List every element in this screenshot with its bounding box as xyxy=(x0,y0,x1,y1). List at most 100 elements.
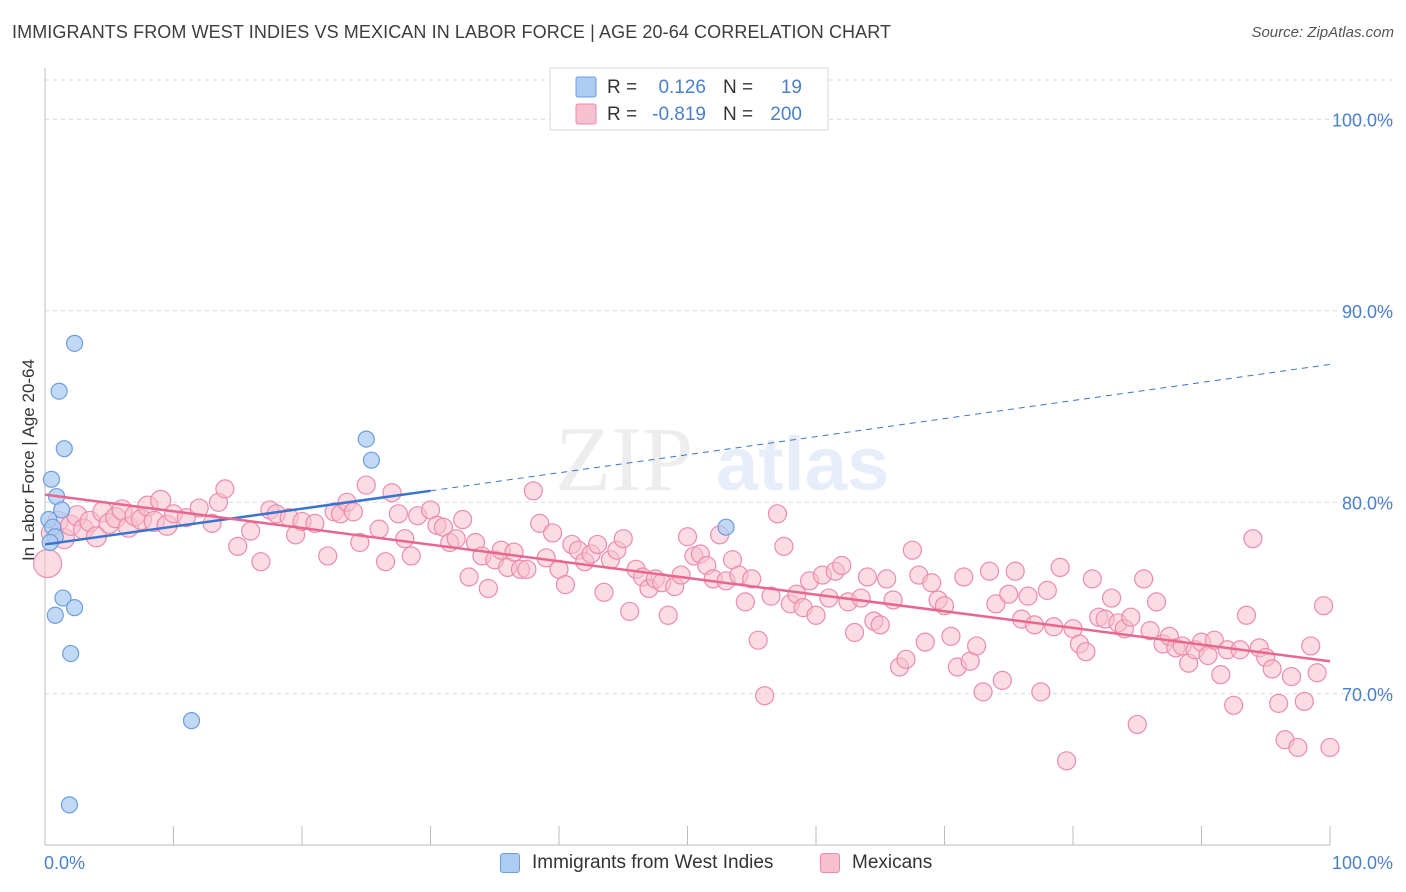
legend-r-value-1: 0.126 xyxy=(658,77,706,98)
mexicans-point xyxy=(215,479,235,499)
mexicans-points xyxy=(32,475,1340,771)
mexicans-point xyxy=(388,504,408,524)
mexicans-point xyxy=(1005,561,1025,581)
mexicans-point xyxy=(1307,663,1327,683)
mexicans-point xyxy=(459,567,479,587)
legend-n-label-1: N = xyxy=(723,77,753,98)
mexicans-point xyxy=(523,481,543,501)
mexicans-point xyxy=(877,569,897,589)
mexicans-point xyxy=(754,686,775,706)
mexicans-point xyxy=(1146,592,1167,612)
legend-label-west-indies: Immigrants from West Indies xyxy=(532,852,774,873)
mexicans-point xyxy=(1301,636,1321,656)
legend-swatch-pink xyxy=(575,103,597,125)
mexicans-point xyxy=(587,534,608,555)
mexicans-point xyxy=(1134,569,1154,589)
mexicans-point xyxy=(851,588,871,608)
mexicans-point xyxy=(446,529,466,549)
legend-swatch-blue xyxy=(575,76,597,98)
mexicans-point xyxy=(992,670,1012,690)
mexicans-point xyxy=(832,555,852,576)
mexicans-point xyxy=(967,636,987,656)
mexicans-point xyxy=(189,498,209,518)
west-indies-trend-extension xyxy=(430,363,1331,492)
mexicans-point xyxy=(677,527,698,547)
west-indies-point xyxy=(362,451,380,469)
mexicans-point xyxy=(1281,666,1302,687)
mexicans-point xyxy=(658,605,678,625)
bottom-legend: Immigrants from West Indies Mexicans xyxy=(0,850,1406,880)
legend-item-mexicans: Mexicans xyxy=(820,852,932,874)
mexicans-point xyxy=(555,575,576,595)
y-tick-label: 100.0% xyxy=(1332,110,1393,130)
mexicans-point xyxy=(973,682,993,702)
mexicans-point xyxy=(504,542,524,562)
mexicans-point xyxy=(896,649,916,669)
x-tick-label-max: 100.0% xyxy=(1332,853,1393,873)
mexicans-point xyxy=(1268,693,1289,713)
mexicans-point xyxy=(954,567,974,587)
mexicans-point xyxy=(1127,714,1147,735)
mexicans-point xyxy=(251,552,271,572)
west-indies-point xyxy=(53,501,71,519)
mexicans-point xyxy=(1121,607,1141,627)
mexicans-point xyxy=(478,578,498,599)
legend-swatch-mexicans xyxy=(820,853,840,873)
source-credit: Source: ZipAtlas.com xyxy=(1251,24,1394,41)
mexicans-point xyxy=(1037,580,1057,600)
mexicans-point xyxy=(1313,596,1334,616)
mexicans-point xyxy=(870,615,890,635)
watermark-zip: ZIP xyxy=(555,408,693,510)
mexicans-point xyxy=(1288,737,1308,758)
mexicans-point xyxy=(742,569,762,589)
mexicans-point xyxy=(999,584,1019,604)
mexicans-point xyxy=(620,601,640,622)
mexicans-trend-line xyxy=(44,493,1331,663)
west-indies-point xyxy=(46,606,64,624)
mexicans-point xyxy=(382,483,402,503)
mexicans-point xyxy=(530,513,550,533)
mexicans-point xyxy=(1243,529,1263,549)
legend-box: R = 0.126 N = 19 R = -0.819 N = 200 xyxy=(549,67,829,131)
mexicans-point xyxy=(1101,588,1122,608)
mexicans-point xyxy=(902,540,922,560)
mexicans-point xyxy=(1140,621,1160,641)
legend-n-value-1: 19 xyxy=(781,77,802,98)
mexicans-point xyxy=(350,532,370,553)
mexicans-point xyxy=(375,552,396,572)
mexicans-point xyxy=(774,536,794,556)
west-indies-point xyxy=(55,440,73,458)
mexicans-point xyxy=(594,582,614,602)
x-tick-label-min: 0.0% xyxy=(44,853,85,873)
legend-n-value-2: 200 xyxy=(770,104,802,125)
west-indies-point xyxy=(182,712,201,730)
mexicans-point xyxy=(979,561,1000,581)
west-indies-points xyxy=(40,334,735,814)
legend-swatch-west-indies xyxy=(500,853,520,873)
mexicans-point xyxy=(343,502,363,522)
mexicans-point xyxy=(806,605,826,625)
legend-label-mexicans: Mexicans xyxy=(852,852,933,873)
legend-r-label-1: R = xyxy=(607,77,637,98)
legend-n-label-2: N = xyxy=(723,104,753,125)
mexicans-point xyxy=(1224,695,1244,715)
west-indies-point xyxy=(60,796,79,814)
west-indies-point xyxy=(357,430,375,448)
mexicans-point xyxy=(1236,605,1257,625)
west-indies-point xyxy=(717,518,735,536)
mexicans-point xyxy=(453,509,473,530)
y-axis-label: In Labor Force | Age 20-64 xyxy=(19,359,38,561)
mexicans-point xyxy=(1018,586,1038,606)
west-indies-trend-line xyxy=(44,489,431,546)
mexicans-point xyxy=(748,630,768,650)
mexicans-point xyxy=(356,475,376,495)
mexicans-point xyxy=(941,626,961,646)
mexicans-point xyxy=(915,632,935,652)
mexicans-point xyxy=(922,573,942,593)
y-tick-label: 80.0% xyxy=(1342,493,1393,513)
mexicans-point xyxy=(857,567,878,587)
mexicans-point xyxy=(228,536,248,556)
axes xyxy=(44,68,1331,846)
mexicans-point xyxy=(318,546,338,566)
